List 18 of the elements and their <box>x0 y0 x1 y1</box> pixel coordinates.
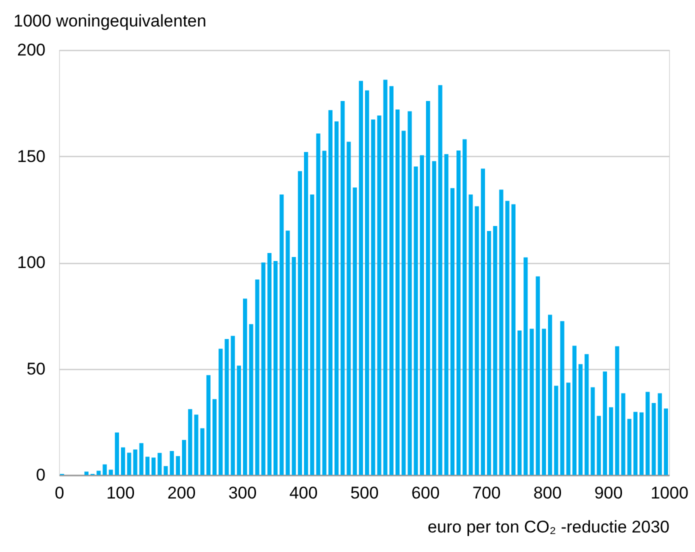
x-tick-label: 1000 <box>650 484 688 502</box>
y-tick-label: 200 <box>17 40 46 60</box>
x-tick-label: 900 <box>594 484 623 502</box>
y-tick-label: 0 <box>36 466 46 484</box>
x-tick-label: 700 <box>472 484 501 502</box>
x-tick-label: 800 <box>533 484 562 502</box>
x-tick-label: 500 <box>350 484 379 502</box>
y-tick-label: 150 <box>17 146 46 166</box>
x-tick-label: 200 <box>167 484 196 502</box>
y-axis-title: 1000 woningequivalenten <box>14 12 206 30</box>
x-axis-title: euro per ton CO₂ -reductie 2030 <box>428 518 670 536</box>
y-tick-label: 50 <box>26 359 46 378</box>
y-tick-label: 100 <box>17 253 46 272</box>
x-tick-label: 0 <box>54 484 64 502</box>
x-tick-label: 300 <box>228 484 257 502</box>
x-tick-label: 600 <box>411 484 440 502</box>
x-tick-label: 400 <box>289 484 318 502</box>
x-tick-label: 100 <box>106 484 135 502</box>
